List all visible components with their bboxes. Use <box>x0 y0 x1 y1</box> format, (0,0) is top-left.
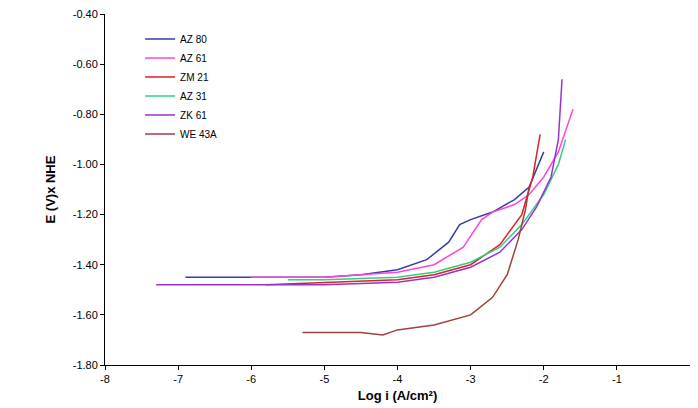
svg-text:-8: -8 <box>100 373 110 385</box>
svg-text:-0.40: -0.40 <box>73 8 98 20</box>
svg-text:Log i (A/cm²): Log i (A/cm²) <box>358 388 437 403</box>
svg-text:AZ 61: AZ 61 <box>180 53 207 64</box>
svg-text:-1.80: -1.80 <box>73 359 98 371</box>
svg-text:-3: -3 <box>466 373 476 385</box>
svg-text:-0.60: -0.60 <box>73 58 98 70</box>
svg-text:-1.60: -1.60 <box>73 309 98 321</box>
svg-text:-5: -5 <box>319 373 329 385</box>
svg-text:-0.80: -0.80 <box>73 108 98 120</box>
svg-text:-1.40: -1.40 <box>73 259 98 271</box>
svg-text:-1: -1 <box>612 373 622 385</box>
svg-text:AZ 80: AZ 80 <box>180 34 207 45</box>
svg-text:-6: -6 <box>246 373 256 385</box>
svg-text:-7: -7 <box>173 373 183 385</box>
svg-text:E (V)x NHE: E (V)x NHE <box>43 155 58 223</box>
svg-text:ZM 21: ZM 21 <box>180 72 209 83</box>
svg-text:-1.20: -1.20 <box>73 208 98 220</box>
svg-text:-4: -4 <box>393 373 403 385</box>
svg-text:WE 43A: WE 43A <box>180 129 217 140</box>
svg-text:AZ 31: AZ 31 <box>180 91 207 102</box>
svg-text:-2: -2 <box>539 373 549 385</box>
svg-text:ZK 61: ZK 61 <box>180 110 207 121</box>
svg-text:-1.00: -1.00 <box>73 158 98 170</box>
